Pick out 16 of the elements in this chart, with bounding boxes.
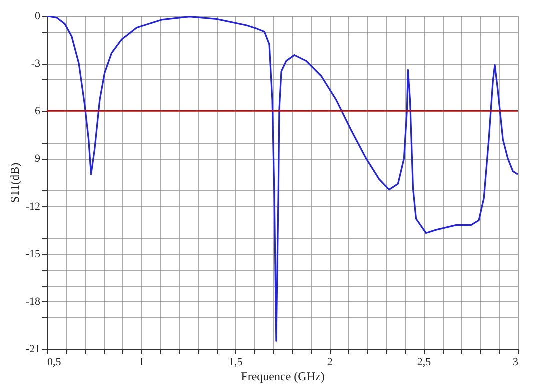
- y-tick-label: -21: [26, 344, 40, 356]
- x-tick-label: 3: [513, 356, 519, 368]
- y-tick-label: -12: [26, 200, 40, 213]
- x-tick-label: 1,5: [229, 356, 244, 368]
- x-tick-label: 0,5: [48, 356, 62, 368]
- x-axis-title: Frequence (GHz): [241, 370, 325, 384]
- y-tick-label: 9: [35, 153, 41, 166]
- x-tick-label: 1: [138, 356, 144, 368]
- y-tick-label: -18: [26, 296, 41, 308]
- y-tick-label: 0: [35, 10, 41, 22]
- x-tick-label: 2,5: [417, 356, 432, 368]
- y-tick-label: -15: [26, 248, 41, 260]
- y-tick-label: 6: [35, 106, 41, 118]
- y-tick-label: -3: [31, 58, 41, 70]
- y-axis-title: S11(dB): [8, 162, 22, 204]
- x-tick-label: 2: [327, 356, 333, 368]
